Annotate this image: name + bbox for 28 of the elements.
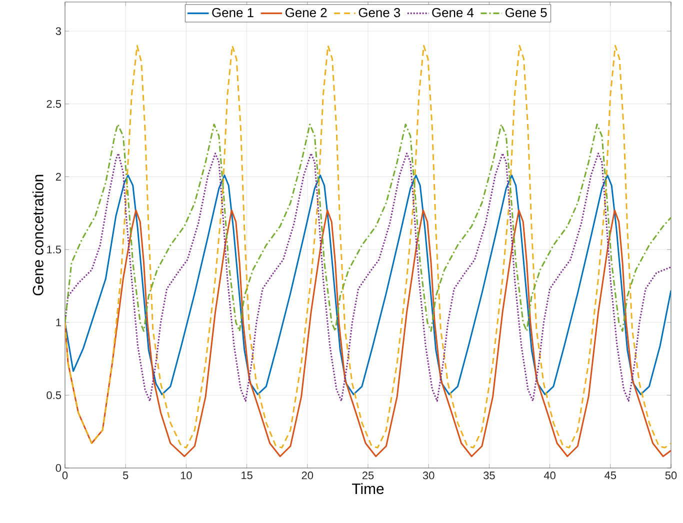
y-tick-label: 1.5: [47, 246, 62, 254]
legend-label: Gene 1: [212, 8, 254, 18]
x-tick-label: 40: [544, 472, 556, 480]
line-series: [65, 44, 672, 448]
y-axis-title: Gene concetration: [32, 174, 44, 296]
x-tick-label: 15: [242, 472, 252, 480]
y-tick-label: 2: [56, 172, 61, 181]
x-tick-label: 45: [604, 472, 616, 480]
x-tick-label: 10: [180, 472, 192, 480]
x-tick-label: 35: [484, 472, 495, 480]
line-series: [65, 209, 672, 458]
y-tick-label: 0: [56, 464, 62, 472]
x-tick-label: 0: [62, 472, 68, 480]
x-tick-label: 30: [422, 472, 434, 480]
y-tick-label: 2.5: [46, 100, 62, 108]
legend-label: Gene 5: [505, 8, 547, 18]
x-tick-label: 50: [665, 472, 677, 480]
line-series: [65, 124, 672, 332]
legend-label: Gene 2: [286, 8, 327, 18]
y-tick-label: 0.5: [46, 391, 62, 400]
x-tick-label: 25: [362, 472, 374, 480]
x-axis-title: Time: [352, 483, 384, 494]
x-tick-label: 5: [122, 472, 128, 480]
y-tick-label: 3: [56, 27, 61, 36]
legend-label: Gene 4: [432, 8, 474, 18]
x-tick-label: 20: [302, 472, 314, 480]
y-tick-label: 1: [56, 318, 61, 326]
legend-label: Gene 3: [358, 8, 400, 18]
